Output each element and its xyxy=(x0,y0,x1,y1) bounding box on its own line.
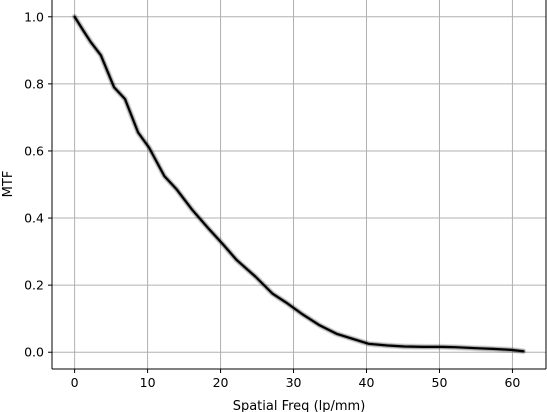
mtf-curve xyxy=(73,15,525,353)
x-axis-tick-labels: 0 10 20 30 40 50 60 xyxy=(71,375,521,390)
y-tick-label: 0.8 xyxy=(24,76,44,91)
y-tick-label: 0.6 xyxy=(24,143,44,158)
y-axis-ticks xyxy=(48,16,52,353)
y-gridlines xyxy=(52,16,546,353)
x-tick-label: 30 xyxy=(286,375,302,390)
plot-area-background xyxy=(52,0,546,369)
y-tick-label: 0.4 xyxy=(24,211,44,226)
x-tick-label: 0 xyxy=(71,375,79,390)
x-axis-ticks xyxy=(74,369,513,373)
x-tick-label: 10 xyxy=(140,375,156,390)
x-tick-label: 20 xyxy=(213,375,229,390)
x-tick-label: 40 xyxy=(359,375,375,390)
y-tick-label: 0.0 xyxy=(24,345,44,360)
y-axis-tick-labels: 0.0 0.2 0.4 0.6 0.8 1.0 xyxy=(24,9,44,359)
x-tick-label: 50 xyxy=(432,375,448,390)
y-tick-label: 1.0 xyxy=(24,9,44,24)
x-axis-label: Spatial Freq (lp/mm) xyxy=(233,399,366,412)
x-tick-label: 60 xyxy=(504,375,520,390)
y-axis-label: MTF xyxy=(1,171,16,198)
y-tick-label: 0.2 xyxy=(24,278,44,293)
